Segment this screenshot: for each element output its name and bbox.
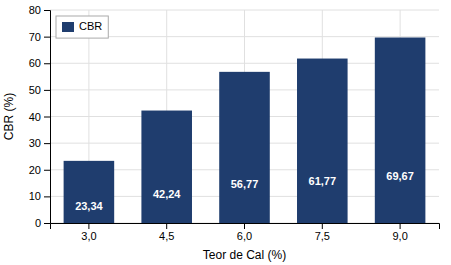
legend-item: CBR — [62, 20, 102, 32]
y-tick-label: 20 — [29, 164, 41, 176]
legend-label: CBR — [79, 20, 102, 32]
data-label: 61,77 — [309, 175, 337, 187]
y-tick-label: 60 — [29, 57, 41, 69]
x-tick: 4,5 — [159, 223, 174, 242]
y-tick-mark — [44, 196, 50, 197]
y-tick-mark — [44, 223, 50, 224]
y-tick: 70 — [29, 31, 50, 43]
legend-items: CBR — [62, 20, 102, 32]
x-tick-label: 3,0 — [81, 230, 96, 242]
y-tick: 10 — [29, 190, 50, 202]
legend-swatch — [62, 22, 74, 32]
x-tick-label: 7,5 — [315, 230, 330, 242]
y-tick-mark — [44, 10, 50, 11]
y-tick-mark — [44, 37, 50, 38]
y-axis: 0 10 20 30 40 50 60 70 80 — [29, 4, 51, 229]
y-tick: 30 — [29, 137, 50, 149]
y-tick-mark — [44, 63, 50, 64]
x-tick-mark — [244, 223, 245, 229]
marks — [64, 38, 426, 223]
y-axis-title: CBR (%) — [2, 93, 16, 140]
bar — [64, 161, 115, 223]
x-tick: 3,0 — [81, 223, 96, 242]
data-labels: 23,34 42,24 56,77 61,77 69,67 — [75, 170, 414, 213]
bar — [375, 38, 426, 223]
x-tick-mark — [400, 223, 401, 229]
x-tick-label: 6,0 — [237, 230, 252, 242]
y-tick-label: 30 — [29, 137, 41, 149]
y-tick: 0 — [35, 217, 50, 229]
y-tick: 50 — [29, 84, 50, 96]
x-tick-label: 9,0 — [392, 230, 407, 242]
x-tick-label: 4,5 — [159, 230, 174, 242]
y-tick-mark — [44, 143, 50, 144]
legend-box — [56, 16, 108, 38]
x-tick: 6,0 — [237, 223, 252, 242]
y-tick-mark — [44, 90, 50, 91]
y-tick-mark — [44, 170, 50, 171]
data-label: 56,77 — [231, 178, 259, 190]
y-axis-line — [44, 11, 51, 224]
y-tick-label: 40 — [29, 111, 41, 123]
x-axis: 3,0 4,5 6,0 7,5 9,0 — [51, 223, 440, 242]
x-tick: 7,5 — [315, 223, 330, 242]
chart-svg: 3,0 4,5 6,0 7,5 9,0 0 10 20 30 40 50 60 70 80 23,34 42,… — [0, 0, 451, 265]
bar — [141, 111, 192, 223]
x-axis-line — [51, 224, 440, 230]
grid — [50, 10, 439, 223]
y-tick-label: 10 — [29, 190, 41, 202]
y-tick-label: 80 — [29, 4, 41, 16]
x-tick-mark — [322, 223, 323, 229]
x-tick-mark — [166, 223, 167, 229]
y-tick: 60 — [29, 57, 50, 69]
data-label: 42,24 — [153, 188, 181, 200]
y-tick-label: 50 — [29, 84, 41, 96]
x-axis-title: Teor de Cal (%) — [203, 248, 286, 262]
legend: CBR — [56, 16, 108, 38]
plot-area: 3,0 4,5 6,0 7,5 9,0 0 10 20 30 40 50 60 70 80 23,34 42,… — [29, 4, 440, 242]
y-tick: 40 — [29, 111, 50, 123]
data-label: 23,34 — [75, 200, 103, 212]
data-label: 69,67 — [386, 170, 414, 182]
y-tick-label: 70 — [29, 31, 41, 43]
x-tick-mark — [88, 223, 89, 229]
x-tick: 9,0 — [392, 223, 407, 242]
y-tick-mark — [44, 117, 50, 118]
y-tick: 20 — [29, 164, 50, 176]
y-tick: 80 — [29, 4, 50, 16]
y-tick-label: 0 — [35, 217, 41, 229]
bar — [219, 72, 270, 223]
bar — [297, 59, 348, 223]
